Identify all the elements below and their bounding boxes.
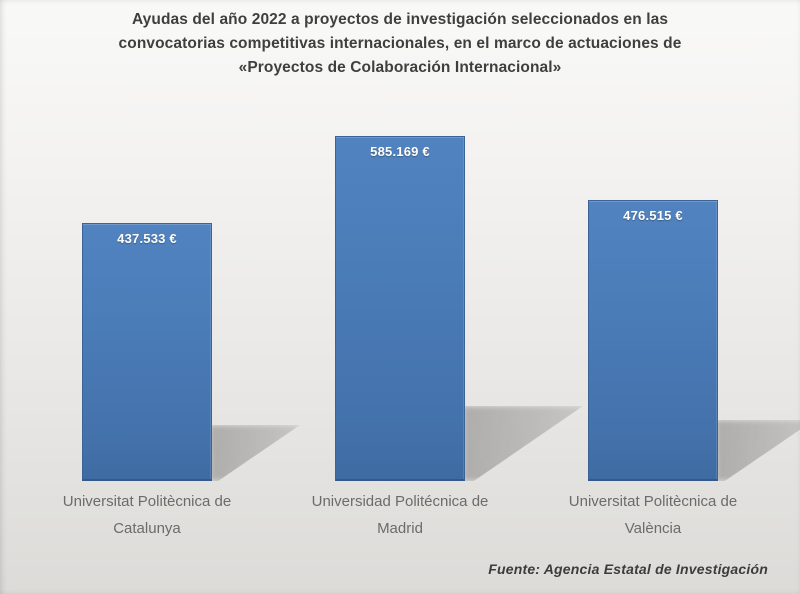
bar: 437.533 € <box>82 223 212 481</box>
bar-value-label: 437.533 € <box>117 231 177 246</box>
category-label: Universidad Politécnica de Madrid <box>311 493 489 537</box>
bar-shadow <box>463 406 583 481</box>
chart-title: Ayudas del año 2022 a proyectos de inves… <box>40 8 760 80</box>
category-label: Universitat Politècnica de València <box>568 493 738 537</box>
bar-value-label: 585.169 € <box>370 144 430 159</box>
chart-title-line-1: Ayudas del año 2022 a proyectos de inves… <box>131 11 669 28</box>
source-note: Fuente: Agencia Estatal de Investigación <box>488 561 768 577</box>
bar: 476.515 € <box>588 200 718 481</box>
category-label: Universitat Politècnica de Catalunya <box>62 493 232 537</box>
chart-title-line-2: convocatorias competitivas internacional… <box>118 35 682 52</box>
bar: 585.169 € <box>335 136 465 481</box>
bar-shadow <box>716 420 800 481</box>
bar-shadow <box>210 425 300 481</box>
bar-value-label: 476.515 € <box>623 208 683 223</box>
chart-title-line-3: «Proyectos de Colaboración Internacional… <box>238 59 562 76</box>
